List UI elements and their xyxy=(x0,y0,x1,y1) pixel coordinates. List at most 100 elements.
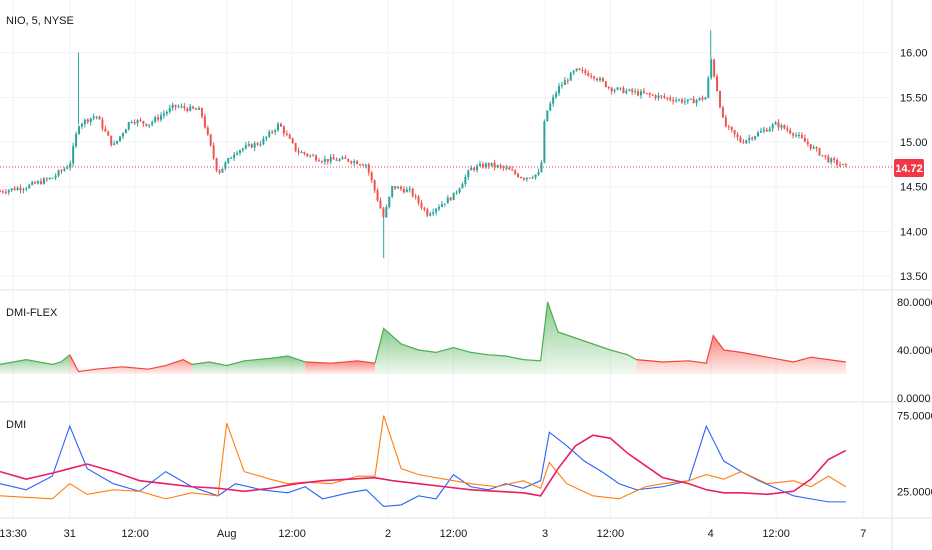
candle-body xyxy=(233,154,236,158)
candle-body xyxy=(461,184,464,189)
candle-body xyxy=(815,147,818,149)
candle-body xyxy=(19,187,22,191)
candle-body xyxy=(347,158,350,162)
price-tick-label: 15.50 xyxy=(900,92,928,104)
dmi-pane xyxy=(0,415,847,507)
candle-body xyxy=(326,158,329,162)
dmi-flex-area xyxy=(69,354,192,374)
candle-body xyxy=(329,157,332,162)
candle-body xyxy=(596,78,599,81)
dmi-flex-line xyxy=(0,354,71,366)
candle-body xyxy=(742,142,745,144)
time-tick-label: 4 xyxy=(708,528,714,540)
candle-body xyxy=(572,70,575,73)
candle-body xyxy=(78,126,81,134)
candle-body xyxy=(692,98,695,104)
candle-body xyxy=(786,128,789,131)
candle-body xyxy=(256,143,259,145)
candle-body xyxy=(844,163,847,165)
candle-body xyxy=(490,162,493,166)
candle-body xyxy=(704,97,707,100)
candle-body xyxy=(680,99,683,103)
candle-body xyxy=(695,100,698,104)
candle-body xyxy=(686,99,689,102)
candle-body xyxy=(795,135,798,137)
candle-body xyxy=(75,133,78,147)
time-tick-label: 2 xyxy=(385,528,391,540)
candle-body xyxy=(250,144,253,148)
candle-body xyxy=(57,170,60,176)
candle-body xyxy=(762,129,765,132)
candle-body xyxy=(768,128,771,132)
candle-body xyxy=(440,204,443,207)
time-tick-label: 3 xyxy=(542,528,548,540)
candle-body xyxy=(824,155,827,157)
candle-body xyxy=(631,89,634,93)
candle-body xyxy=(60,170,63,172)
candle-body xyxy=(353,161,356,163)
dmi-series-line xyxy=(0,415,847,500)
candle-body xyxy=(487,163,490,166)
candle-body xyxy=(522,178,525,180)
candle-body xyxy=(654,95,657,99)
candle-body xyxy=(13,188,16,191)
candle-body xyxy=(159,115,162,120)
candle-body xyxy=(698,97,701,101)
candle-body xyxy=(294,143,297,151)
candle-body xyxy=(736,134,739,138)
candle-body xyxy=(757,132,760,137)
candle-body xyxy=(306,153,309,156)
dmi-series-line xyxy=(0,424,846,507)
candle-body xyxy=(92,116,95,119)
candle-body xyxy=(838,164,841,166)
candle-body xyxy=(157,117,160,120)
candle-body xyxy=(566,80,569,82)
candle-body xyxy=(113,143,116,145)
candle-body xyxy=(394,186,397,189)
candle-body xyxy=(827,156,830,163)
candle-body xyxy=(318,160,321,162)
candle-body xyxy=(323,158,326,162)
candle-body xyxy=(716,76,719,92)
candle-body xyxy=(411,188,414,197)
dmi-flex-line xyxy=(636,334,846,364)
candle-body xyxy=(80,123,83,127)
candle-body xyxy=(622,87,625,93)
candle-body xyxy=(405,189,408,193)
price-tick-label: 14.00 xyxy=(900,226,928,238)
candle-body xyxy=(546,110,549,122)
candle-body xyxy=(499,165,502,167)
dmi-flex-line xyxy=(374,327,541,364)
candle-body xyxy=(279,123,282,127)
candle-body xyxy=(86,119,89,123)
candle-body xyxy=(464,176,467,185)
candle-body xyxy=(710,59,713,78)
candle-body xyxy=(666,97,669,99)
indicator-tick-label: 40.0000 xyxy=(897,345,932,357)
candle-body xyxy=(95,116,98,118)
candle-body xyxy=(142,121,145,124)
candle-body xyxy=(186,108,189,111)
candle-body xyxy=(809,144,812,149)
candle-body xyxy=(473,167,476,170)
dmi-flex-area xyxy=(540,302,637,374)
last-price-label: 14.72 xyxy=(895,163,923,175)
candle-body xyxy=(25,188,28,190)
candle-body xyxy=(4,192,7,194)
indicator-tick-label: 25.0000 xyxy=(897,486,932,498)
candle-body xyxy=(616,87,619,90)
candle-body xyxy=(212,145,215,159)
candle-body xyxy=(806,141,809,145)
candle-body xyxy=(262,138,265,145)
candle-body xyxy=(107,131,110,136)
gridlines xyxy=(0,0,892,518)
candle-body xyxy=(558,86,561,94)
candle-body xyxy=(1,191,4,193)
candle-body xyxy=(341,157,344,160)
candle-body xyxy=(798,134,801,136)
candle-body xyxy=(417,196,420,203)
dmi-pane-title: DMI xyxy=(6,419,26,431)
candle-body xyxy=(7,190,10,193)
candle-body xyxy=(22,189,25,191)
